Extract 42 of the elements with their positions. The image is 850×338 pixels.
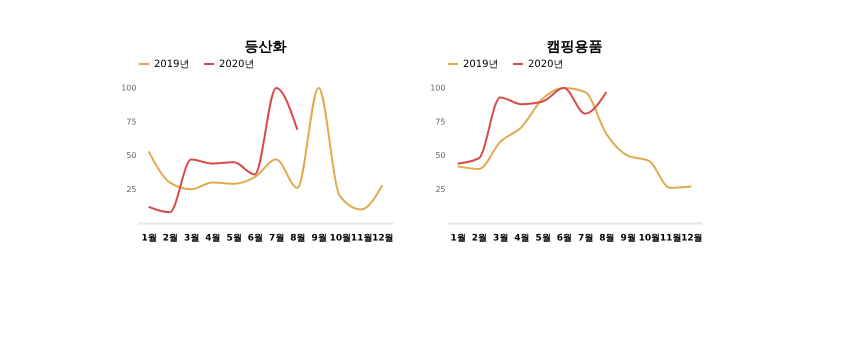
legend-label: 2020년 <box>219 59 254 70</box>
x-tick-label: 8월 <box>290 234 306 244</box>
x-tick-label: 1월 <box>450 234 466 244</box>
x-tick-label: 4월 <box>205 234 221 244</box>
chart-title: 캠핑용품 <box>546 39 602 55</box>
legend-label: 2019년 <box>154 59 190 70</box>
x-tick-label: 8월 <box>599 234 615 244</box>
x-tick-label: 4월 <box>514 234 530 244</box>
x-tick-label: 3월 <box>492 234 508 244</box>
chart-title: 등산화 <box>244 39 286 55</box>
x-tick-label: 5월 <box>226 234 242 244</box>
x-tick-label: 11월 <box>350 234 372 244</box>
x-tick-label: 12월 <box>681 234 703 244</box>
x-tick-label: 3월 <box>184 234 200 244</box>
legend-label: 2019년 <box>463 59 498 70</box>
x-tick-label: 10월 <box>330 234 352 244</box>
x-tick-label: 2월 <box>472 234 488 244</box>
x-tick-label: 1월 <box>141 234 157 244</box>
x-tick-label: 11월 <box>660 234 682 244</box>
x-tick-label: 10월 <box>638 234 660 244</box>
x-tick-label: 5월 <box>535 234 551 244</box>
y-tick-label: 25 <box>126 184 136 194</box>
legend-label: 2020년 <box>528 59 564 70</box>
line-series <box>148 87 298 214</box>
line-series <box>148 87 384 210</box>
x-tick-label: 9월 <box>311 234 327 244</box>
x-tick-label: 9월 <box>620 234 636 244</box>
y-tick-label: 75 <box>435 117 446 126</box>
y-tick-label: 100 <box>121 84 136 92</box>
y-tick-label: 25 <box>435 184 446 194</box>
y-tick-label: 100 <box>430 84 446 92</box>
y-tick-label: 75 <box>126 117 136 126</box>
x-tick-label: 12월 <box>372 234 394 244</box>
line-series <box>456 87 608 165</box>
x-tick-label: 6월 <box>556 234 572 244</box>
y-tick-label: 50 <box>126 151 136 160</box>
x-tick-label: 6월 <box>248 234 264 244</box>
line-series <box>456 87 692 189</box>
x-tick-label: 7월 <box>578 234 594 244</box>
y-tick-label: 50 <box>435 151 446 160</box>
x-tick-label: 7월 <box>268 234 284 244</box>
x-tick-label: 2월 <box>162 234 178 244</box>
